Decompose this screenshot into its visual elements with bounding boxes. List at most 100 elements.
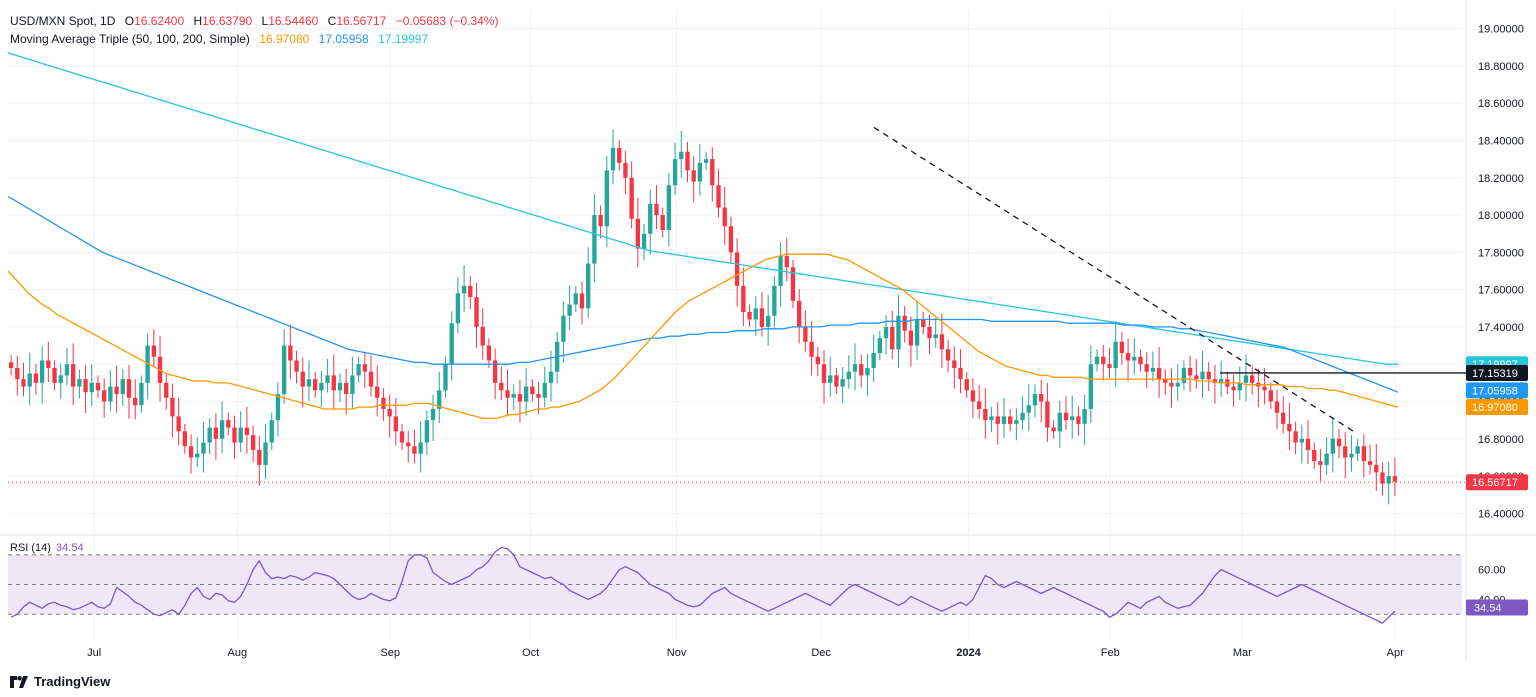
candle-body: [443, 364, 448, 391]
candle-body: [1312, 449, 1317, 462]
ma50-line: [7, 253, 1399, 419]
candle-body: [269, 420, 274, 443]
symbol-title[interactable]: USD/MXN Spot, 1D: [10, 14, 116, 28]
candle-body: [263, 442, 268, 465]
time-axis[interactable]: Jul Aug Sep Oct Nov Dec 2024 Feb Mar Apr: [87, 647, 1404, 659]
candle-body: [312, 379, 318, 391]
candle-body: [1063, 412, 1069, 421]
price-badge-label: 17.15319: [1472, 368, 1518, 380]
candle-body: [840, 379, 845, 387]
candle-body: [1026, 405, 1031, 413]
candle-body: [797, 300, 802, 327]
candle-body: [151, 345, 156, 357]
change-value: −0.05683 (−0.34%): [395, 14, 499, 28]
candle-body: [1200, 371, 1205, 380]
candle-body: [1156, 367, 1162, 380]
candle-body: [1051, 427, 1056, 432]
candle-body: [1039, 394, 1044, 402]
candle-body: [337, 382, 343, 391]
candle-body: [976, 401, 982, 409]
price-tick-label: 18.00000: [1478, 210, 1524, 222]
candle-body: [1367, 461, 1373, 465]
candle-body: [207, 427, 212, 443]
candle-body: [499, 382, 504, 391]
candle-body: [1181, 367, 1187, 383]
price-tick-label: 18.80000: [1478, 61, 1524, 73]
candle-body: [970, 390, 976, 402]
candle-body: [393, 416, 399, 432]
price-badges: 34.5417.1999717.1531917.0595816.9708016.…: [1466, 356, 1528, 616]
candle-body: [356, 364, 361, 376]
candle-body: [741, 285, 746, 313]
candle-body: [126, 379, 132, 398]
high-label: H: [193, 14, 203, 28]
price-badge: [1466, 474, 1528, 491]
candle-body: [1020, 412, 1025, 421]
ma-label[interactable]: Moving Average Triple (50, 100, 200, Sim…: [10, 32, 250, 46]
moving-average-lines: [7, 52, 1399, 419]
candle-body: [604, 170, 609, 227]
candle-body: [1392, 476, 1398, 482]
candle-body: [648, 203, 653, 234]
candle-body: [418, 442, 423, 454]
price-tick-label: 17.60000: [1478, 285, 1524, 297]
low-label: L: [261, 14, 269, 28]
candle-body: [188, 446, 194, 458]
candle-body: [412, 446, 417, 454]
candle-body: [430, 408, 436, 421]
candle-body: [952, 360, 957, 368]
rsi-value-badge: [1466, 599, 1528, 616]
price-tick-label: 18.60000: [1478, 98, 1524, 110]
candle-body: [567, 304, 572, 316]
candle-body: [319, 382, 324, 391]
candle-body: [468, 285, 473, 298]
ma200-line: [7, 52, 1398, 365]
candle-body: [734, 252, 740, 286]
candle-body: [561, 315, 566, 342]
candle-body: [1187, 367, 1193, 376]
candle-body: [257, 449, 262, 465]
trendline: [8, 126, 1466, 483]
candle-body: [1293, 431, 1298, 443]
candle-body: [1231, 386, 1236, 391]
price-tick-label: 16.80000: [1478, 434, 1524, 446]
candle-body: [1076, 416, 1081, 424]
candle-body: [1007, 416, 1013, 424]
candle-body: [195, 453, 200, 458]
candle-body: [102, 390, 107, 402]
candle-body: [1150, 367, 1156, 372]
candle-body: [784, 256, 789, 268]
candle-body: [474, 297, 479, 327]
candle-body: [1169, 382, 1174, 387]
candle-body: [933, 334, 938, 339]
candle-body: [350, 375, 355, 395]
candle-body: [244, 427, 250, 436]
candle-body: [449, 323, 454, 365]
candle-body: [1101, 356, 1106, 365]
candle-body: [598, 215, 603, 227]
candle-body: [8, 362, 14, 368]
candle-body: [1057, 412, 1062, 432]
candle-body: [672, 159, 678, 186]
close-value: 16.56717: [336, 14, 387, 28]
candles: [8, 129, 1398, 505]
candle-body: [213, 427, 219, 439]
candle-body: [275, 394, 281, 421]
candle-body: [219, 420, 225, 439]
time-tick-label: Mar: [1233, 647, 1252, 659]
price-badge: [1466, 382, 1528, 399]
candle-body: [1113, 341, 1118, 368]
price-axis[interactable]: 19.00000 18.80000 18.60000 18.40000 18.20000…: [1478, 24, 1524, 607]
tradingview-logo[interactable]: TradingView: [10, 674, 110, 689]
rsi-label[interactable]: RSI (14): [10, 542, 51, 554]
candle-body: [1305, 438, 1311, 450]
candle-body: [877, 338, 883, 354]
candle-body: [300, 371, 305, 387]
candle-body: [666, 185, 672, 230]
tradingview-brand: TradingView: [34, 674, 111, 689]
candle-body: [164, 382, 169, 398]
time-tick-label: 2024: [956, 647, 981, 659]
candle-body: [871, 353, 876, 368]
candle-body: [747, 312, 752, 320]
candle-body: [1380, 472, 1385, 484]
